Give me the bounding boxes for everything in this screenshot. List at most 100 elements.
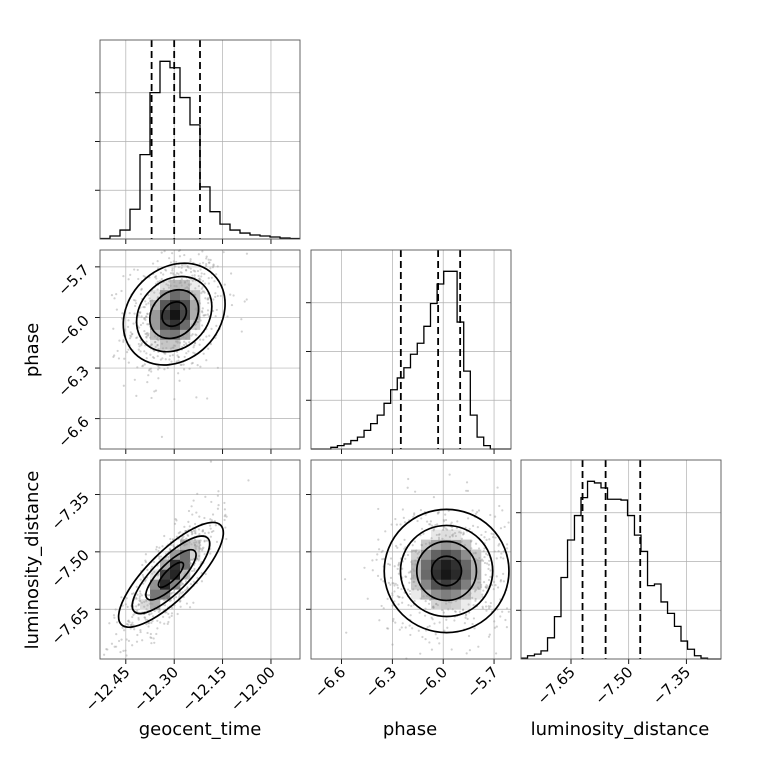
scatter-point: [183, 368, 186, 371]
density-cell: [180, 539, 191, 550]
scatter-point: [200, 275, 203, 278]
scatter-point: [165, 340, 169, 343]
scatter-point: [177, 372, 180, 375]
scatter-point: [135, 605, 138, 608]
scatter-point: [138, 590, 142, 593]
scatter-point: [165, 611, 168, 614]
scatter-point: [194, 531, 197, 534]
density-cell: [190, 549, 201, 560]
scatter-point: [203, 272, 206, 276]
scatter-point: [177, 359, 180, 362]
density-cell: [431, 539, 442, 550]
density-cell: [180, 559, 191, 570]
scatter-point: [176, 612, 179, 616]
scatter-point: [113, 616, 116, 619]
scatter-point: [443, 629, 446, 632]
scatter-point: [201, 307, 204, 310]
scatter-point: [183, 281, 187, 284]
scatter-point: [148, 613, 151, 616]
scatter-point: [464, 616, 467, 619]
scatter-point: [170, 614, 173, 618]
scatter-point: [386, 597, 389, 601]
scatter-point: [196, 557, 199, 561]
scatter-point: [497, 586, 500, 589]
scatter-point: [168, 616, 171, 619]
scatter-point: [145, 315, 148, 319]
scatter-point: [455, 527, 458, 530]
scatter-point: [473, 590, 477, 593]
scatter-point: [169, 284, 172, 287]
scatter-point: [202, 314, 205, 317]
scatter-point: [184, 589, 187, 592]
density-cell: [461, 539, 472, 550]
scatter-point: [137, 314, 140, 318]
scatter-point: [196, 364, 199, 367]
scatter-point: [139, 599, 142, 603]
scatter-point: [183, 355, 186, 359]
scatter-point: [396, 586, 400, 589]
scatter-point: [185, 268, 188, 272]
scatter-point: [492, 533, 495, 536]
scatter-point: [144, 580, 147, 583]
scatter-point: [146, 331, 149, 335]
scatter-point: [122, 649, 125, 652]
scatter-point: [148, 594, 152, 597]
scatter-point: [151, 584, 155, 587]
density-cell: [411, 579, 422, 590]
density-cell: [150, 319, 161, 330]
scatter-point: [160, 251, 163, 254]
scatter-point: [391, 594, 394, 597]
density-cell: [160, 289, 171, 301]
scatter-point: [152, 326, 155, 329]
scatter-point: [163, 604, 167, 607]
scatter-point: [406, 486, 409, 489]
scatter-point: [144, 559, 147, 562]
scatter-point: [194, 333, 197, 336]
scatter-point: [195, 307, 198, 310]
density-cell: [441, 599, 452, 610]
scatter-point: [147, 293, 150, 297]
scatter-point: [492, 588, 495, 591]
scatter-point: [205, 257, 208, 260]
scatter-point: [414, 550, 417, 553]
scatter-point: [431, 618, 434, 621]
scatter-point: [415, 549, 418, 552]
scatter-point: [386, 627, 390, 630]
scatter-point: [392, 582, 395, 585]
scatter-point: [178, 255, 182, 258]
scatter-point: [120, 638, 123, 641]
scatter-point: [204, 495, 207, 498]
scatter-point: [209, 343, 213, 346]
scatter-point: [172, 346, 175, 349]
scatter-point: [382, 580, 385, 583]
scatter-point: [191, 290, 194, 294]
scatter-point: [177, 584, 180, 587]
scatter-point: [184, 580, 188, 583]
scatter-point: [223, 508, 227, 511]
scatter-point: [145, 303, 148, 306]
scatter-point: [197, 528, 201, 531]
scatter-point: [156, 619, 159, 622]
scatter-point: [133, 268, 136, 271]
scatter-point: [474, 542, 478, 545]
scatter-point: [488, 538, 491, 541]
density-cell: [170, 579, 181, 590]
scatter-point: [190, 530, 193, 533]
scatter-point: [192, 269, 195, 272]
density-cell: [471, 579, 482, 590]
scatter-point: [170, 591, 173, 595]
scatter-point: [143, 600, 146, 603]
scatter-point: [180, 271, 183, 274]
scatter-point: [161, 545, 164, 548]
scatter-point: [486, 553, 489, 557]
scatter-point: [156, 574, 159, 577]
contour-line: [430, 555, 463, 587]
scatter-point: [474, 512, 478, 515]
scatter-point: [197, 559, 200, 562]
density-cell: [461, 549, 472, 560]
scatter-point: [144, 318, 147, 321]
scatter-point: [462, 532, 465, 535]
density-cell: [150, 589, 161, 600]
scatter-point: [420, 543, 423, 546]
scatter-point: [153, 580, 156, 583]
